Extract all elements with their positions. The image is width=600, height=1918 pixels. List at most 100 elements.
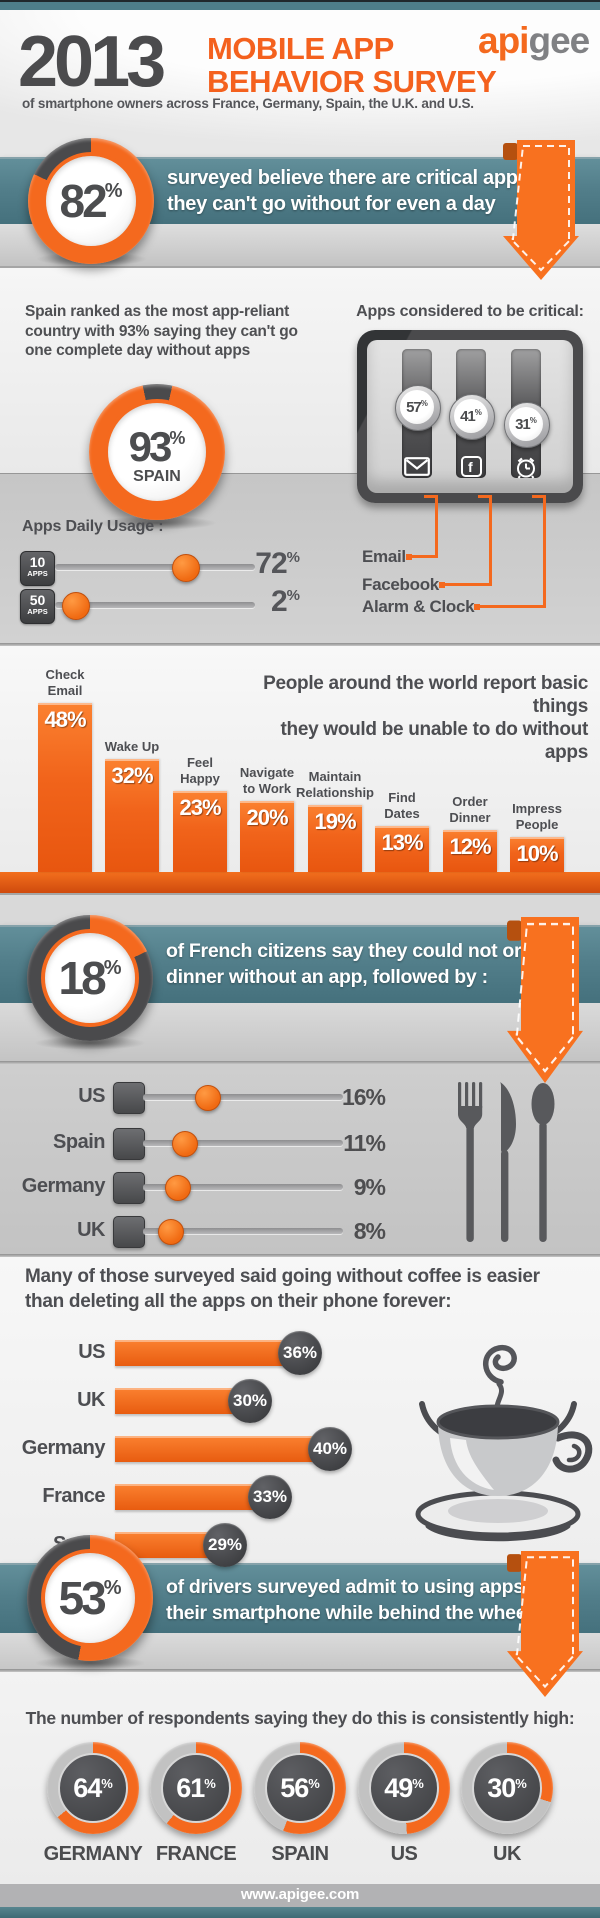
top-teal-strip <box>0 2 600 10</box>
stat3-donut-center: 53 % <box>41 1549 139 1647</box>
spain-donut-center: 93 % SPAIN <box>104 399 210 505</box>
spain-paragraph-line2: country with 93% saying they can't go <box>25 322 298 340</box>
usage-value-50apps-number: 2 <box>270 585 288 618</box>
dinner-slider-handle-spain[interactable] <box>113 1128 145 1160</box>
header-title: MOBILE APP BEHAVIOR SURVEY <box>207 32 497 99</box>
stat1-donut: 82 % <box>28 138 154 264</box>
gauge-label-us: US <box>390 1843 418 1865</box>
stat3-donut: 53 % <box>27 1535 153 1661</box>
stat1-text: surveyed believe there are critical apps… <box>167 165 529 217</box>
stat1-value: 82 <box>59 175 108 227</box>
svg-text:f: f <box>468 459 473 475</box>
usage-badge-10apps-text: APPS <box>27 569 48 578</box>
divider-sliders-top <box>0 1061 600 1064</box>
stat2-text-line1: of French citizens say they could not or… <box>166 940 551 962</box>
stat2-donut: 18 % <box>27 915 153 1041</box>
coffee-label-france: France <box>42 1485 105 1507</box>
stat3-text: of drivers surveyed admit to using apps … <box>166 1574 552 1626</box>
spain-donut-unit: % <box>169 428 186 448</box>
usage-badge-10apps-number: 10 <box>29 554 46 570</box>
bar-impress-people: 10% <box>510 837 564 872</box>
stat2-text-line2: dinner without an app, followed by : <box>166 966 488 988</box>
respondents-title: The number of respondents saying they do… <box>25 1708 575 1728</box>
coffee-label-germany: Germany <box>21 1437 106 1459</box>
coffee-badge-france: 33% <box>248 1475 292 1519</box>
connector-facebook-horizontal <box>444 583 492 586</box>
apigee-logo: apigee <box>478 20 590 61</box>
coffee-label-us: US <box>78 1341 105 1363</box>
bar-order-dinner: 12% <box>443 830 497 872</box>
divider-usage-bottom <box>0 643 600 646</box>
coffee-cup-icon <box>415 1345 593 1542</box>
usage-slider-track-50apps[interactable] <box>55 602 255 608</box>
connector-email-nub <box>424 495 438 498</box>
barchart-title-line2: they would be unable to do without apps <box>280 719 589 763</box>
gauge-uk: 30% <box>461 1742 553 1834</box>
usage-value-10apps: 72% <box>210 549 300 579</box>
critical-unit-email: % <box>420 398 428 408</box>
spain-paragraph: Spain ranked as the most app-reliant cou… <box>25 302 298 361</box>
spain-donut-shadow <box>97 516 217 530</box>
coffee-badge-spain: 29% <box>203 1523 247 1567</box>
connector-facebook-endpoint <box>439 581 445 588</box>
spain-paragraph-line3: one complete day without apps <box>25 342 251 359</box>
footer-url[interactable]: www.apigee.com <box>240 1886 360 1903</box>
bar-value-wake-up: 32% <box>111 763 153 788</box>
dinner-slider-track-spain[interactable] <box>143 1140 343 1146</box>
dinner-slider-track-us[interactable] <box>143 1094 343 1100</box>
gauge-us-center: 49% <box>369 1753 439 1823</box>
gauge-label-germany: GERMANY <box>43 1843 143 1865</box>
usage-slider-knob-10apps[interactable] <box>172 554 200 582</box>
dinner-slider-track-uk[interactable] <box>143 1228 343 1234</box>
bar-wake-up: 32% <box>105 759 159 872</box>
footer-teal-band <box>0 1907 600 1918</box>
header-title-line2: BEHAVIOR SURVEY <box>207 64 497 99</box>
alarm-clock-icon <box>517 457 535 479</box>
usage-slider-track-10apps[interactable] <box>55 564 255 570</box>
connector-alarm-nub <box>532 495 546 498</box>
bar-value-impress-people: 10% <box>516 841 558 866</box>
dinner-slider-handle-germany[interactable] <box>113 1172 145 1204</box>
usage-slider-knob-50apps[interactable] <box>62 592 90 620</box>
connector-alarm-vertical <box>543 495 546 608</box>
dinner-slider-track-germany[interactable] <box>143 1184 343 1190</box>
dinner-slider-value-spain: 11% <box>343 1130 386 1156</box>
barchart-title-line1: People around the world report basic thi… <box>263 673 588 717</box>
apigee-logo-gee: gee <box>528 20 590 61</box>
stat2-circle-shadow <box>34 1036 146 1050</box>
coffee-bar-uk <box>115 1388 250 1414</box>
stat3-value: 53 <box>58 1572 107 1624</box>
header-background <box>0 10 600 157</box>
bar-maintain-relationship: 19% <box>308 805 362 872</box>
stat1-text-line1: surveyed believe there are critical apps <box>167 167 529 189</box>
gauge-germany: 64% <box>47 1742 139 1834</box>
legend-facebook: Facebook <box>362 575 439 594</box>
usage-badge-50apps-number: 50 <box>29 592 46 608</box>
dinner-slider-handle-us[interactable] <box>113 1082 145 1114</box>
dinner-slider-knob-us[interactable] <box>195 1085 221 1111</box>
dinner-slider-handle-uk[interactable] <box>113 1216 145 1248</box>
dinner-slider-knob-spain[interactable] <box>172 1131 198 1157</box>
stat1-text-line2: they can't go without for even a day <box>167 193 496 215</box>
stat3-unit: % <box>103 1577 122 1599</box>
critical-knob-facebook[interactable]: 41% <box>449 394 495 440</box>
critical-knob-email[interactable]: 57% <box>395 385 441 431</box>
dinner-slider-knob-uk[interactable] <box>158 1219 184 1245</box>
dinner-slider-value-uk: 8% <box>353 1218 386 1244</box>
coffee-title: Many of those surveyed said going withou… <box>25 1264 540 1314</box>
critical-knob-alarm[interactable]: 31% <box>504 402 550 448</box>
critical-value-facebook: 41 <box>460 407 476 425</box>
connector-facebook-nub <box>478 495 492 498</box>
gauge-us: 49% <box>358 1742 450 1834</box>
bar-value-feel-happy: 23% <box>179 795 221 820</box>
bar-value-maintain-relationship: 19% <box>314 809 356 834</box>
barchart-bg <box>0 646 600 872</box>
legend-alarm-clock: Alarm & Clock <box>362 597 475 616</box>
footer-gray-band <box>0 1884 600 1907</box>
apigee-logo-api: api <box>478 20 529 61</box>
dinner-slider-knob-germany[interactable] <box>165 1175 191 1201</box>
stat3-text-line2: their smartphone while behind the wheel <box>166 1602 532 1624</box>
critical-value-email: 57 <box>406 398 422 416</box>
usage-value-10apps-number: 72 <box>255 547 287 580</box>
